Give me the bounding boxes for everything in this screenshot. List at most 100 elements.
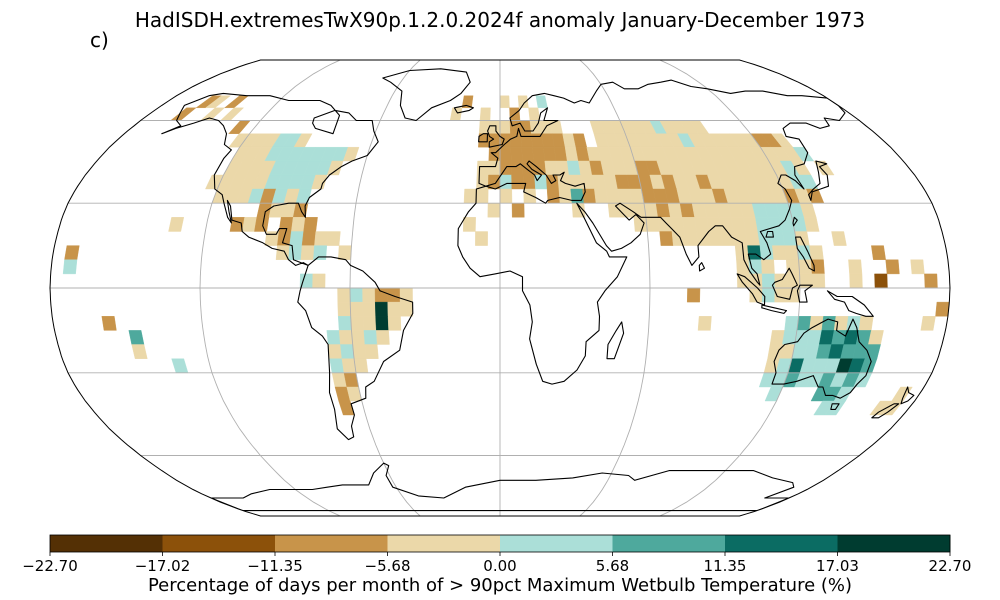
grid-cell (499, 146, 512, 162)
coastlines (161, 68, 915, 512)
grid-cell (376, 330, 390, 345)
grid-cell (785, 259, 800, 275)
colorbar-tick-label: 17.03 (816, 557, 859, 575)
grid-cell (605, 188, 621, 204)
grid-cell (730, 217, 746, 232)
longitude-line (199, 60, 341, 516)
grid-cell (349, 301, 364, 317)
coastline-sri-lanka (698, 262, 706, 272)
grid-cell (532, 146, 546, 162)
grid-cell (720, 231, 736, 246)
colorbar-segment (500, 535, 613, 552)
grid-cell (475, 188, 489, 204)
grid-cell (557, 174, 571, 190)
grid-cell (340, 344, 355, 359)
grid-cell (170, 107, 197, 121)
grid-cell (288, 245, 303, 260)
grid-cell (488, 160, 501, 176)
colorbar-tick-label: −17.02 (134, 557, 191, 575)
grid-cell (810, 259, 825, 275)
coastline-nz-north (900, 386, 915, 405)
grid-cell (833, 316, 849, 331)
grid-cell (350, 316, 365, 331)
grid-cell (645, 217, 660, 232)
grid-cell (549, 120, 563, 134)
grid-cell (362, 301, 376, 317)
grid-cell (362, 316, 377, 331)
coastline-north-america (161, 92, 379, 266)
grid-cell (499, 174, 513, 190)
coastline-borneo (771, 267, 798, 300)
colorbar-segment (162, 535, 276, 552)
colorbar (49, 534, 951, 556)
grid-cell (686, 287, 701, 303)
coastline-sumatra (736, 273, 766, 306)
grid-cell (291, 217, 306, 232)
grid-cell (594, 188, 609, 204)
longitude-line (579, 60, 651, 516)
colorbar-tick-label: 5.68 (595, 557, 630, 575)
grid-cell (813, 160, 835, 176)
coastline-new-guinea (826, 290, 874, 317)
grid-cell (519, 120, 532, 134)
grid-cell (849, 273, 863, 289)
grid-cell (510, 146, 523, 162)
grid-cell (769, 231, 785, 246)
grid-cell (219, 107, 245, 121)
grid-cell (300, 245, 315, 260)
colorbar-segment (387, 535, 501, 552)
grid-cell (657, 217, 673, 232)
grid-cell (387, 287, 401, 303)
colorbar-tick-label: −11.35 (247, 557, 303, 575)
grid-cell (351, 330, 366, 345)
grid-cell (784, 245, 799, 260)
map-boundary (49, 59, 951, 517)
coastline-iceland (453, 104, 474, 114)
grid-cell (228, 120, 251, 134)
coastline-japan (808, 160, 830, 201)
grid-cell (399, 301, 414, 317)
grid-cell (534, 174, 548, 190)
grid-cell (352, 344, 367, 359)
grid-cell (387, 301, 401, 317)
grid-cell (476, 160, 490, 176)
grid-cell (337, 301, 351, 317)
coastline-sulawesi (796, 284, 813, 303)
coastline-hainan (765, 230, 774, 238)
grid-cell (796, 316, 812, 331)
figure-title: HadISDH.extremesTwX90p.1.2.0.2024f anoma… (134, 8, 866, 32)
coastline-tasmania (830, 403, 840, 410)
grid-cell (499, 95, 510, 109)
grid-cell (694, 217, 709, 232)
grid-cell (803, 217, 820, 232)
grid-cell (570, 188, 585, 204)
colorbar-segment (50, 535, 163, 552)
grid-cell (683, 231, 699, 246)
grid-cell (858, 316, 874, 331)
grid-cell (511, 174, 524, 190)
grid-cell (488, 146, 501, 162)
coastline-south-america (297, 256, 414, 441)
grid-cell (329, 358, 345, 373)
grid-cell (364, 344, 379, 359)
coastline-madagascar (606, 321, 625, 360)
grid-cell (349, 287, 363, 303)
grid-cell (487, 202, 501, 218)
coastline-antarctica (210, 462, 795, 512)
grid-cell (935, 301, 950, 317)
anomaly-grid-cells (62, 95, 950, 416)
grid-cell (254, 217, 270, 232)
grid-cell (463, 188, 477, 204)
grid-cell (128, 330, 145, 345)
coastline-java (761, 304, 788, 314)
grid-cell (697, 316, 712, 331)
coastline-britain (487, 125, 505, 148)
grid-cell (311, 174, 328, 190)
grid-cell (337, 245, 352, 260)
grid-cell (337, 287, 351, 303)
grid-cell (521, 146, 534, 162)
grid-cell (671, 231, 686, 246)
grid-cell (535, 95, 548, 109)
colorbar-tick-label: 0.00 (483, 557, 517, 575)
